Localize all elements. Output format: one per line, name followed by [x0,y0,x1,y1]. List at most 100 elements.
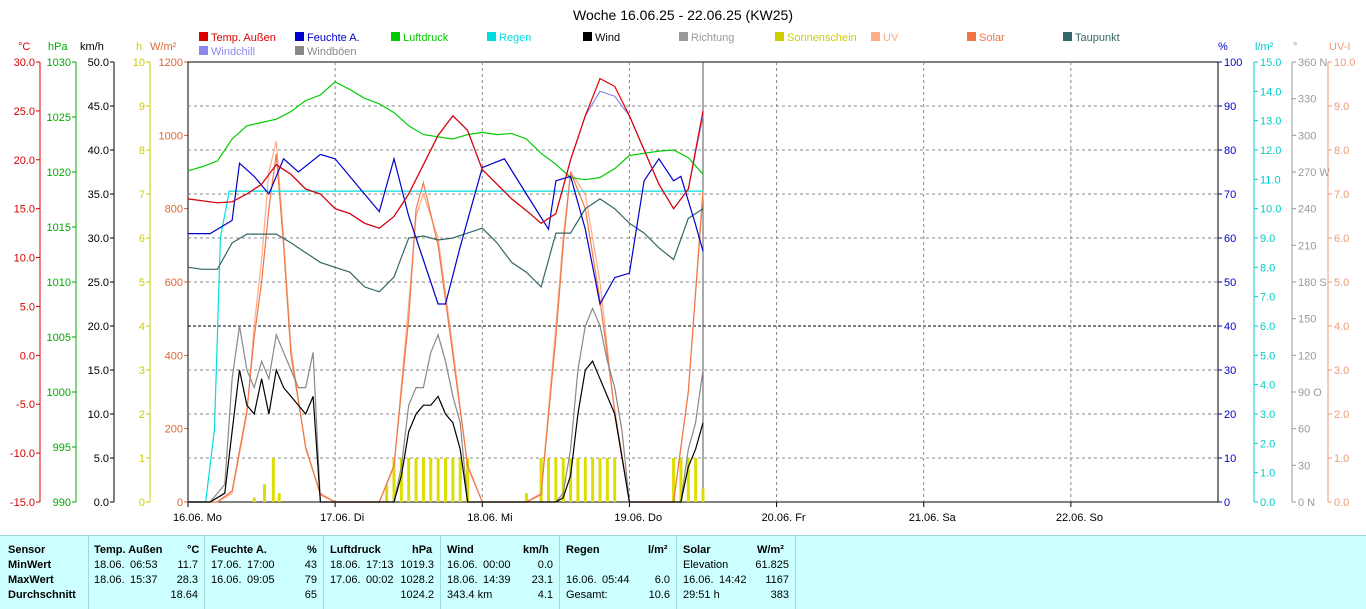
legend-label: Temp. Außen [211,32,276,44]
sunshine-bar [392,458,396,502]
legend-label: Feuchte A. [307,32,360,44]
axis-tick-label: 1005 [47,332,71,344]
axis-tick-label: 8.0 [1260,262,1275,274]
header-solar-unit: W/m² [757,544,784,556]
header-humidity: Feuchte A. [211,544,267,556]
rain-total-value: 10.6 [648,589,670,601]
axis-tick-label: 1.0 [1260,468,1275,480]
axis-tick-label: 1030 [47,57,71,69]
stats-wind-block: Wind km/h 16.06. 00:00 0.0 18.06. 14:39 23.1 … [441,536,560,609]
axis-tick-label: 8 [139,145,145,157]
axis-tick-label: 800 [165,204,183,216]
rain-axis: l/m² 15.0 14.0 13.0 12.0 11.0 10.0 9.0 8.0 7.0 6.0… [1253,41,1281,509]
sunshine-bar [591,458,595,502]
header-wind: Wind [447,544,474,556]
sunshine-bar [686,458,690,502]
series-line-temp [187,77,704,229]
weather-chart: Woche 16.06.25 - 22.06.25 (KW25) Temp. A… [10,7,1356,524]
legend-label: Regen [499,32,531,44]
sunshine-bar [429,458,433,502]
hum-max-value: 79 [304,574,317,586]
legend-swatch [391,32,400,41]
legend-swatch [295,46,304,55]
axis-unit-label: h [136,41,142,53]
x-tick-label: 22.06. So [1056,512,1103,524]
temp-min-time: 06:53 [130,559,158,571]
header-pressure-unit: hPa [412,544,433,556]
axis-tick-label: 4.0 [1334,321,1349,333]
axis-tick-label: 300 [1298,130,1316,142]
legend-label: Solar [979,32,1005,44]
axis-unit-label: l/m² [1255,41,1274,53]
sunshine-bar [277,493,281,502]
x-tick-label: 17.06. Di [320,512,364,524]
axis-tick-label: 15.0 [14,204,35,216]
x-tick-label: 21.06. Sa [909,512,957,524]
axis-tick-label: 1025 [47,112,71,124]
axis-tick-label: 70 [1224,189,1236,201]
legend-label: Luftdruck [403,32,449,44]
axis-tick-label: 60 [1298,424,1310,436]
hum-min-date: 17.06. [211,559,242,571]
solar-axis: W/m² 1200 1000 800 600 400 200 0 [150,41,189,509]
wind-min-value: 0.0 [537,559,553,571]
legend-label: Sonnenschein [787,32,857,44]
stats-rain-block: Regen l/m² 16.06. 05:44 6.0 Gesamt: 10.6 [560,536,677,609]
axis-tick-label: 400 [165,350,183,362]
stats-labels-block: Sensor MinWert MaxWert Durchschnitt [0,536,89,609]
axis-tick-label: 90 O [1298,387,1322,399]
temp-min-value: 11.7 [177,559,198,571]
header-rain-unit: l/m² [648,544,668,556]
sunshine-bar [436,458,440,502]
axis-tick-label: 0 [139,497,145,509]
hum-min-time: 17:00 [247,559,275,571]
axis-tick-label: 360 N [1298,57,1327,69]
axis-tick-label: 9.0 [1260,233,1275,245]
axis-tick-label: 40 [1224,321,1236,333]
axis-tick-label: 1000 [159,130,183,142]
rain-max-time: 05:44 [602,574,630,586]
legend-label: Richtung [691,32,734,44]
stats-temp-block: Temp. Außen °C 18.06. 06:53 11.7 18.06. 15:3… [88,536,205,609]
series-line-dewpoint [187,198,704,293]
chart-title: Woche 16.06.25 - 22.06.25 (KW25) [573,7,793,23]
axis-tick-label: 1000 [47,387,71,399]
axis-tick-label: 40.0 [88,145,109,157]
axis-tick-label: 120 [1298,350,1316,362]
row-label-avg: Durchschnitt [8,589,76,601]
axis-tick-label: 1200 [159,57,183,69]
axis-tick-label: 990 [53,497,71,509]
axis-tick-label: 20.0 [14,155,35,167]
axis-tick-label: 80 [1224,145,1236,157]
axis-tick-label: 330 [1298,94,1316,106]
header-humidity-unit: % [307,544,317,556]
axis-tick-label: 1020 [47,167,71,179]
sunshine-bar [583,458,587,502]
axis-tick-label: 1 [139,453,145,465]
solar-max-date: 16.06. [683,574,714,586]
axis-tick-label: 7 [139,189,145,201]
hum-max-date: 16.06. [211,574,242,586]
sunshine-bar [576,458,580,502]
legend: Temp. Außen Feuchte A. Luftdruck Regen Wind R… [199,32,1120,58]
axis-tick-label: 0 [1224,497,1230,509]
rain-max-value: 6.0 [654,574,670,586]
stats-pressure-block: Luftdruck hPa 18.06. 17:13 1019.3 17.06. 00:… [324,536,441,609]
axis-tick-label: 20.0 [88,321,109,333]
axis-tick-label: 25.0 [14,106,35,118]
wind-min-time: 00:00 [483,559,511,571]
axis-unit-label: % [1218,41,1228,53]
hum-avg-value: 65 [304,589,317,601]
sunshine-bar [569,458,573,502]
axis-tick-label: 10 [1224,453,1236,465]
wind-avg-value: 4.1 [537,589,553,601]
axis-tick-label: 0.0 [1334,497,1349,509]
axis-tick-label: 10.0 [1334,57,1355,69]
axis-tick-label: 6 [139,233,145,245]
axis-tick-label: 5.0 [1260,350,1275,362]
axis-tick-label: 9.0 [1334,101,1349,113]
header-wind-unit: km/h [523,544,549,556]
temp-max-date: 18.06. [94,574,125,586]
legend-label: UV [883,32,899,44]
